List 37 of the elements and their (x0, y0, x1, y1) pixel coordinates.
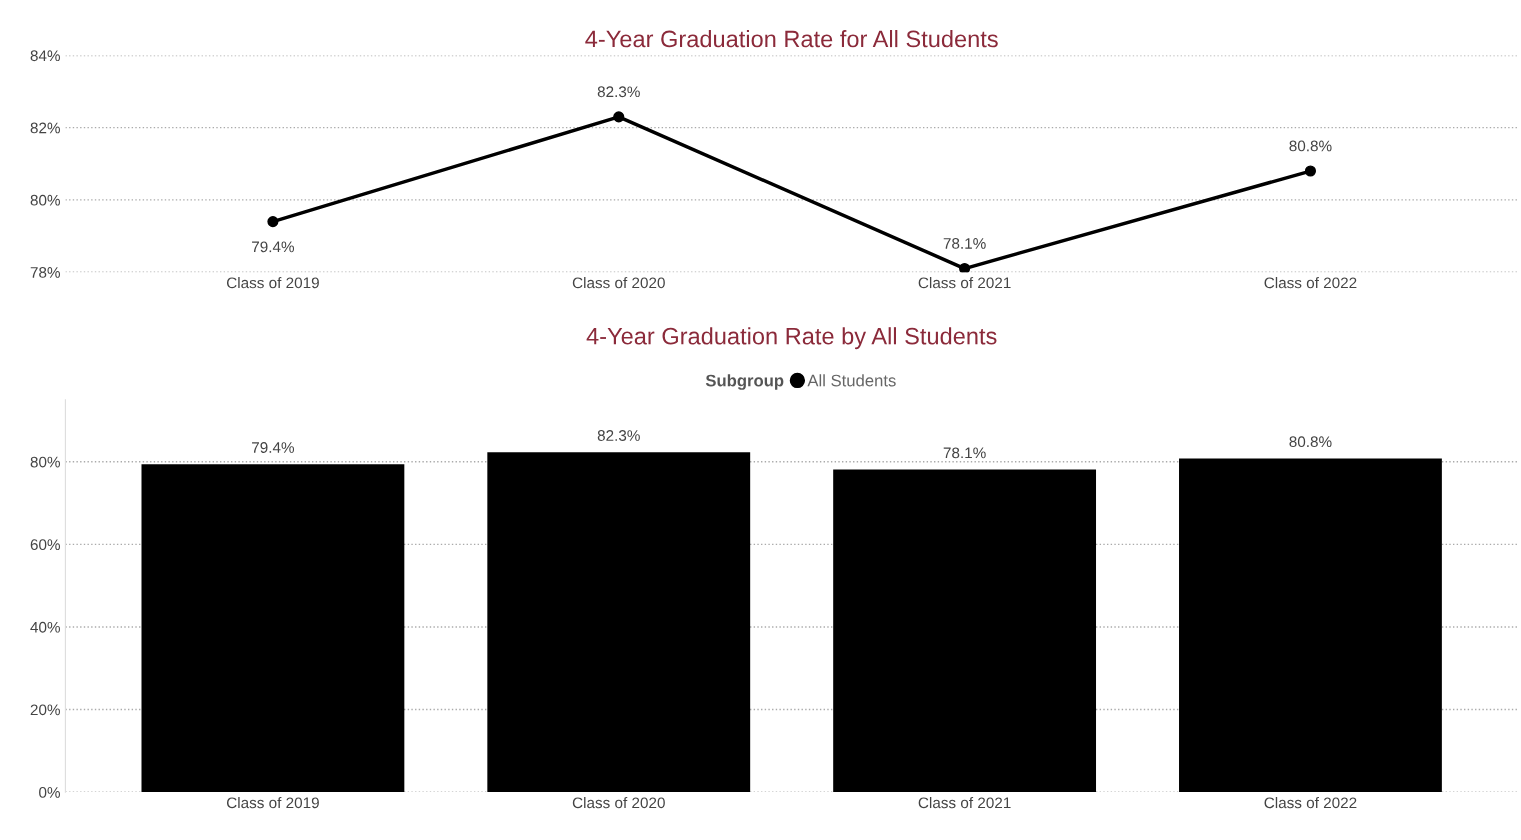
x-tick-label: Class of 2022 (1264, 277, 1357, 289)
x-tick-label: Class of 2022 (1264, 796, 1357, 809)
point (613, 111, 625, 123)
bar (833, 469, 1097, 793)
data-label: 82.3% (597, 430, 640, 441)
x-tick-label: Class of 2019 (226, 796, 319, 809)
legend-label: All Students (807, 374, 896, 387)
y-tick-label: 84% (30, 50, 60, 62)
y-tick-label: 20% (30, 704, 60, 716)
data-label: 82.3% (597, 86, 640, 98)
point (1304, 165, 1317, 177)
y-tick-label: 0% (39, 786, 60, 798)
data-label: 80.8% (1289, 140, 1332, 152)
bar (1179, 458, 1442, 793)
x-tick-label: Class of 2021 (918, 277, 1011, 289)
data-label: 78.1% (943, 238, 986, 249)
y-tick-label: 80% (30, 194, 60, 206)
y-tick-label: 60% (30, 539, 60, 551)
x-tick-label: Class of 2020 (572, 796, 665, 809)
y-tick-label: 82% (30, 122, 60, 134)
bar (487, 452, 751, 793)
chart-title: 4-Year Graduation Rate for All Students (585, 30, 998, 48)
y-tick-label: 40% (30, 621, 60, 633)
data-label: 79.4% (252, 241, 295, 253)
point (267, 216, 279, 228)
legend-title: Subgroup (705, 374, 784, 390)
point (959, 262, 971, 273)
bar (141, 464, 405, 793)
data-label: 80.8% (1289, 436, 1332, 448)
y-tick-label: 78% (30, 267, 60, 278)
y-tick-label: 80% (30, 456, 60, 468)
x-tick-label: Class of 2021 (918, 796, 1011, 809)
data-label: 79.4% (252, 442, 295, 453)
x-tick-label: Class of 2019 (226, 277, 319, 289)
chart-title: 4-Year Graduation Rate by All Students (586, 327, 997, 350)
data-label: 78.1% (943, 447, 986, 459)
x-tick-label: Class of 2020 (572, 277, 665, 289)
